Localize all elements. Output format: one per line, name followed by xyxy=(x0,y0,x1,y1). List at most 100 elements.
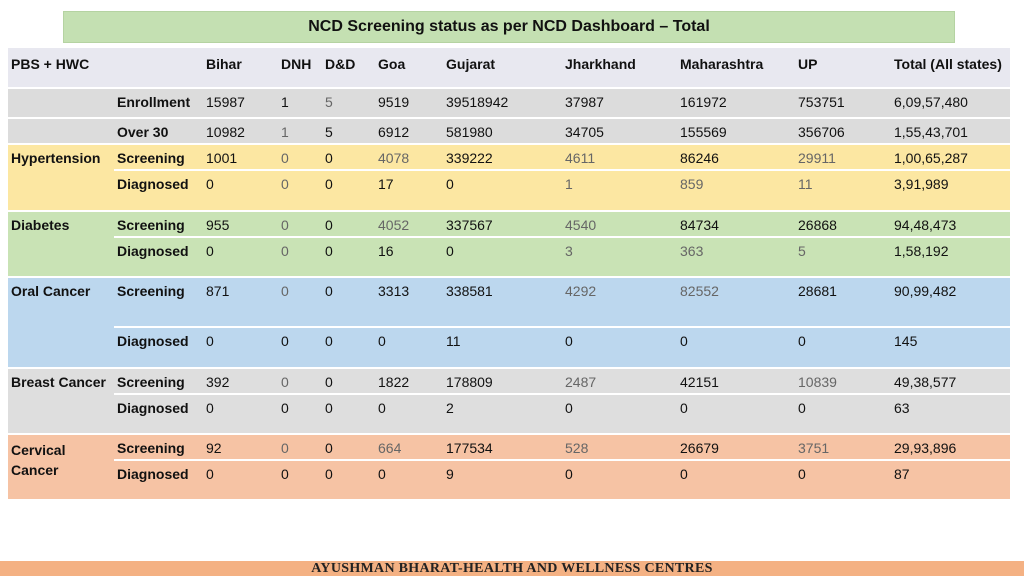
table-cell: 63 xyxy=(891,394,1010,435)
table-row: Hypertension Screening 1001 0 0 4078 339… xyxy=(8,144,1010,212)
group-label-breast-cancer: Breast Cancer xyxy=(8,368,114,435)
header-cell: Bihar xyxy=(203,48,278,89)
table-row: Enrollment 15987 1 5 9519 39518942 37987… xyxy=(8,88,1010,119)
slide-title: NCD Screening status as per NCD Dashboar… xyxy=(63,11,955,43)
table-cell: 0 xyxy=(278,277,322,328)
table-cell: 26868 xyxy=(795,211,891,238)
table-cell: 92 xyxy=(203,434,278,461)
table-cell: 3,91,989 xyxy=(891,170,1010,212)
table-cell: 1822 xyxy=(375,368,443,395)
table-cell: 528 xyxy=(562,434,677,461)
table-cell: 90,99,482 xyxy=(891,277,1010,328)
table-cell: 26679 xyxy=(677,434,795,461)
table-cell: 0 xyxy=(322,170,375,212)
table-cell: 5 xyxy=(795,237,891,278)
table-cell: 5 xyxy=(322,118,375,145)
table-cell: 10839 xyxy=(795,368,891,395)
ncd-screening-table: PBS + HWC Bihar DNH D&D Goa Gujarat Jhar… xyxy=(8,48,1010,501)
table-cell: 0 xyxy=(322,144,375,171)
table-cell: 4078 xyxy=(375,144,443,171)
row-label: Screening xyxy=(114,277,203,328)
table-cell: 581980 xyxy=(443,118,562,145)
header-cell: Goa xyxy=(375,48,443,89)
header-cell: Total (All states) xyxy=(891,48,1010,89)
footer-banner: AYUSHMAN BHARAT-HEALTH AND WELLNESS CENT… xyxy=(0,561,1024,576)
table-cell: 0 xyxy=(795,327,891,369)
table-cell: 94,48,473 xyxy=(891,211,1010,238)
table-cell: 1 xyxy=(562,170,677,212)
table-cell: 3751 xyxy=(795,434,891,461)
table-cell: 0 xyxy=(278,211,322,238)
table-cell: 0 xyxy=(443,170,562,212)
row-label: Diagnosed xyxy=(114,460,203,501)
table-cell: 0 xyxy=(562,327,677,369)
row-label: Screening xyxy=(114,434,203,461)
header-cell: Jharkhand xyxy=(562,48,677,89)
table-cell: 0 xyxy=(322,277,375,328)
table-cell: 0 xyxy=(203,327,278,369)
table-cell: 0 xyxy=(443,237,562,278)
table-cell: 84734 xyxy=(677,211,795,238)
table-cell: 11 xyxy=(795,170,891,212)
table-cell: 0 xyxy=(203,460,278,501)
table-cell: 0 xyxy=(795,394,891,435)
table-cell: 0 xyxy=(278,327,322,369)
table-row: Oral Cancer Screening 871 0 0 3313 33858… xyxy=(8,277,1010,369)
group-label-hypertension: Hypertension xyxy=(8,144,114,212)
table-row: Diabetes Screening 955 0 0 4052 337567 4… xyxy=(8,211,1010,278)
table-row: Breast Cancer Screening 392 0 0 1822 178… xyxy=(8,368,1010,435)
header-first-cell: PBS + HWC xyxy=(8,48,114,89)
table-cell: 1,58,192 xyxy=(891,237,1010,278)
table-cell: 178809 xyxy=(443,368,562,395)
group-label-diabetes: Diabetes xyxy=(8,211,114,278)
header-cell: Maharashtra xyxy=(677,48,795,89)
table-cell: 3 xyxy=(562,237,677,278)
table-cell: 37987 xyxy=(562,88,677,119)
table-cell: 0 xyxy=(375,460,443,501)
table-cell: 177534 xyxy=(443,434,562,461)
table-cell: 0 xyxy=(322,368,375,395)
group-label-oral-cancer: Oral Cancer xyxy=(8,277,114,369)
table-cell: 955 xyxy=(203,211,278,238)
table-cell: 1 xyxy=(278,88,322,119)
table-cell: 338581 xyxy=(443,277,562,328)
table-cell: 34705 xyxy=(562,118,677,145)
header-cell: UP xyxy=(795,48,891,89)
table-cell: 0 xyxy=(322,211,375,238)
table-cell: 145 xyxy=(891,327,1010,369)
table-cell: 5 xyxy=(322,88,375,119)
table-cell: 39518942 xyxy=(443,88,562,119)
table-cell: 0 xyxy=(203,237,278,278)
table-cell: 0 xyxy=(375,327,443,369)
table-cell: 0 xyxy=(278,237,322,278)
table-cell: 161972 xyxy=(677,88,795,119)
table-cell: 0 xyxy=(795,460,891,501)
table-cell: 0 xyxy=(322,394,375,435)
table-cell: 0 xyxy=(278,434,322,461)
table-cell: 0 xyxy=(203,170,278,212)
header-blank-cell xyxy=(114,48,203,89)
table-cell: 6912 xyxy=(375,118,443,145)
table-cell: 0 xyxy=(322,237,375,278)
header-cell: DNH xyxy=(278,48,322,89)
table-cell: 87 xyxy=(891,460,1010,501)
row-label: Over 30 xyxy=(114,118,203,145)
row-label: Diagnosed xyxy=(114,327,203,369)
table-cell: 11 xyxy=(443,327,562,369)
table-cell: 1,00,65,287 xyxy=(891,144,1010,171)
table-cell: 0 xyxy=(677,394,795,435)
table-cell: 15987 xyxy=(203,88,278,119)
table-cell: 4292 xyxy=(562,277,677,328)
table-row: Diagnosed 0 0 0 16 0 3 363 5 1,58,192 xyxy=(8,237,1010,278)
table-cell: 6,09,57,480 xyxy=(891,88,1010,119)
table-cell: 9519 xyxy=(375,88,443,119)
header-cell: Gujarat xyxy=(443,48,562,89)
table-cell: 0 xyxy=(322,327,375,369)
table-cell: 82552 xyxy=(677,277,795,328)
table-cell: 10982 xyxy=(203,118,278,145)
group-cell xyxy=(8,88,114,119)
header-cell: D&D xyxy=(322,48,375,89)
table-cell: 0 xyxy=(278,144,322,171)
table-cell: 1001 xyxy=(203,144,278,171)
table-cell: 392 xyxy=(203,368,278,395)
